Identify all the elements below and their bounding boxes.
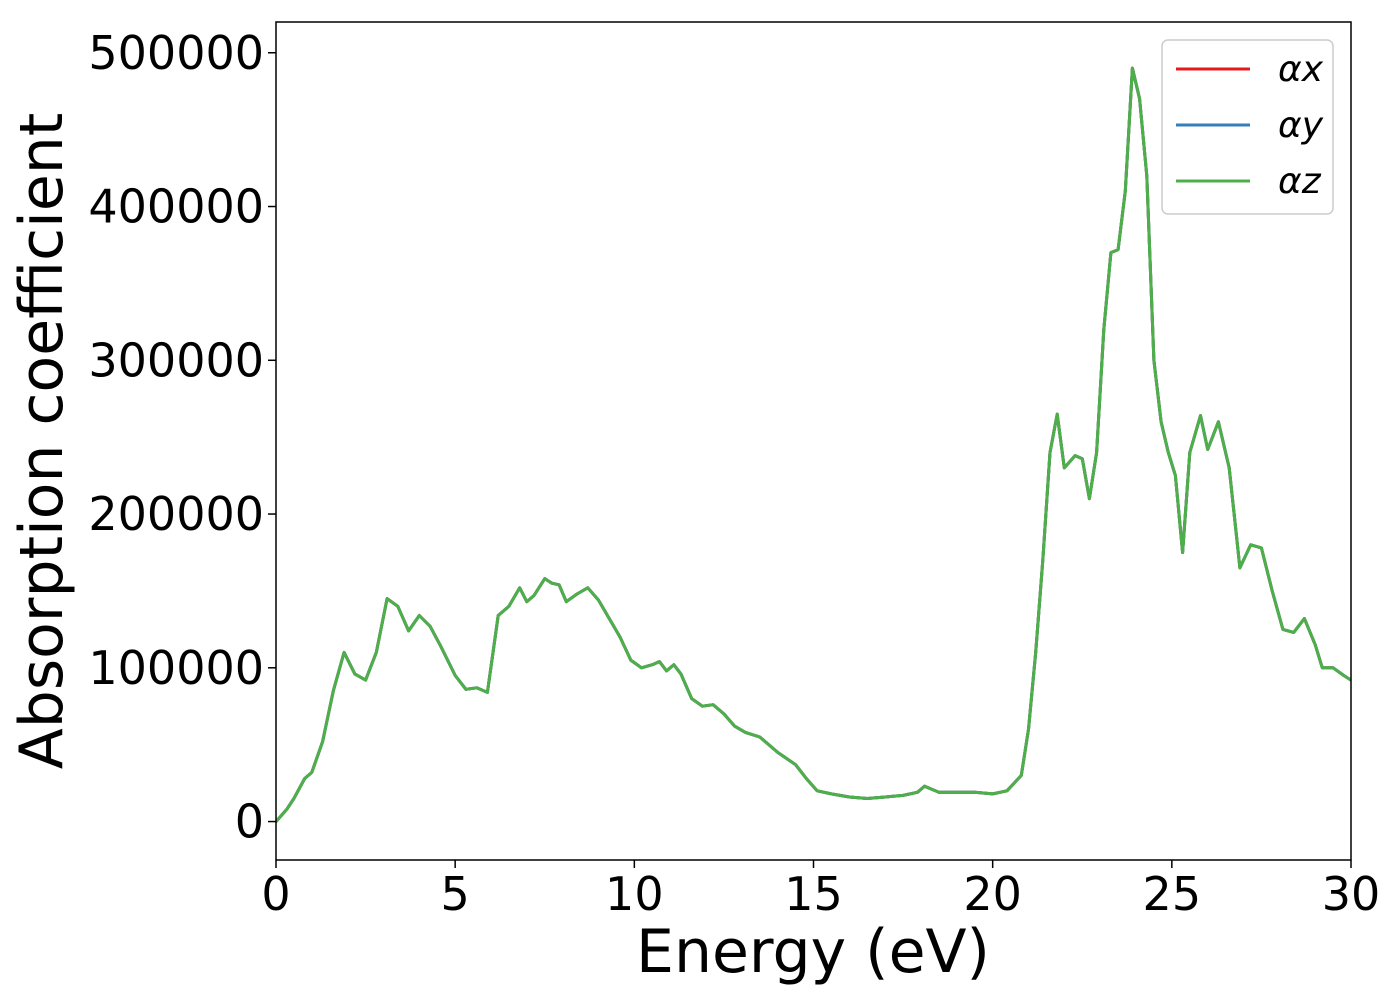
x-tick-label: 15 <box>784 867 843 921</box>
y-tick-label: 200000 <box>88 487 264 541</box>
legend-box <box>1161 39 1334 215</box>
x-tick-label: 10 <box>605 867 664 921</box>
legend-label: αy <box>1278 105 1324 146</box>
y-tick-label: 100000 <box>88 641 264 695</box>
x-axis: 0 5 10 15 20 25 30 <box>261 860 1380 921</box>
x-tick-label: 5 <box>441 867 470 921</box>
x-tick-label: 20 <box>963 867 1022 921</box>
y-axis: 0 100000 200000 300000 400000 500000 <box>88 26 276 849</box>
x-axis-title: Energy (eV) <box>636 917 990 987</box>
y-tick-label: 500000 <box>88 26 264 80</box>
legend-label: αz <box>1278 161 1322 202</box>
x-tick-label: 0 <box>261 867 290 921</box>
x-tick-label: 30 <box>1322 867 1381 921</box>
series-line-3 <box>276 66 1351 824</box>
legend-label: αx <box>1278 49 1324 90</box>
y-tick-label: 300000 <box>88 333 264 387</box>
series-layer <box>276 66 1351 824</box>
y-tick-label: 400000 <box>88 180 264 234</box>
x-tick-label: 25 <box>1143 867 1202 921</box>
legend: αx αy αz <box>1161 39 1334 215</box>
y-axis-title: Absorption coefficient <box>7 113 77 770</box>
y-tick-label: 0 <box>235 795 264 849</box>
